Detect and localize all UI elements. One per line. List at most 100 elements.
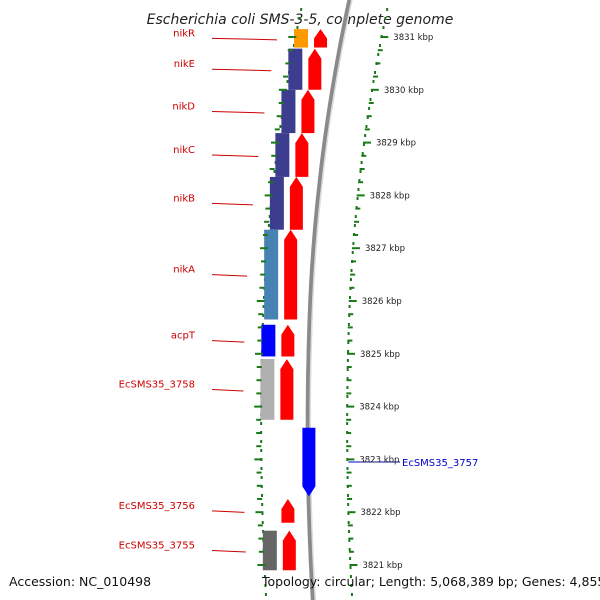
tick-minor-outer [364,128,370,131]
cog-block-nike [288,48,303,90]
gene-label: EcSMS35_3758 [119,379,195,390]
tick-minor-inner [287,49,293,52]
ring-outer-dotted [355,206,358,209]
ring-outer-dotted [347,332,350,335]
ring-outer-dotted [374,71,377,74]
tick-minor-outer [348,537,354,540]
tick-minor-inner [269,168,275,170]
ring-inner-dotted [260,422,263,425]
tick-mark-inner [264,194,273,197]
tick-mark-outer [380,36,389,38]
ring-outer-dotted [351,251,354,254]
ring-outer-dotted [382,26,385,29]
ring-outer-dotted [358,179,361,182]
gene-label: nikD [172,101,195,112]
tick-minor-outer [373,75,379,78]
cog-block-nikd [281,89,296,134]
tick-label: 3823 kbp [359,455,399,465]
tick-minor-inner [256,366,262,368]
ring-outer-dotted [349,557,352,560]
ring-outer-dotted [346,413,349,416]
ring-inner-dotted [260,476,263,479]
ring-inner-dotted [268,215,271,218]
ring-outer-dotted [346,395,349,398]
tick-minor-inner [256,418,262,421]
tick-minor-inner [256,379,262,382]
ring-inner-dotted [262,305,265,308]
tick-mark-outer [347,352,356,355]
ring-inner-dotted [264,584,267,587]
label-leader-line [211,68,272,72]
ring-outer-dotted [369,98,372,101]
tick-mark-inner [256,300,265,302]
tick-minor-outer [366,115,372,118]
ring-inner-dotted [292,44,295,47]
gene-arrow-ecsms35-3755 [282,530,296,571]
tick-minor-inner [285,62,291,65]
ring-inner-dotted [273,170,276,173]
ring-outer-dotted [372,80,375,83]
tick-minor-outer [368,102,374,104]
tick-minor-outer [346,392,352,395]
tick-minor-outer [354,220,360,223]
gene-label: EcSMS35_3757 [402,458,478,469]
ring-outer-dotted [364,134,367,137]
tick-mark-inner [259,247,268,250]
tick-mark-outer [349,564,358,566]
ring-outer-dotted [346,467,349,470]
cog-block-nikr [294,29,309,48]
tick-minor-inner [283,75,289,78]
gene-arrow-nikb [289,176,303,230]
gene-feature-layer [280,29,328,571]
gene-label: nikE [174,59,195,70]
ring-outer-dotted [347,521,350,524]
ring-inner-dotted [260,494,263,497]
tick-minor-inner [256,392,262,395]
ring-inner-dotted [279,125,282,128]
tick-minor-inner [265,207,271,210]
tick-minor-inner [261,260,267,263]
tick-mark-inner [254,458,263,461]
tick-label: 3828 kbp [370,191,410,201]
ring-inner-dotted [267,224,270,227]
label-leader-line [211,549,246,553]
ring-outer-dotted [368,107,371,110]
label-leader-line [211,340,245,343]
tick-minor-inner [257,498,263,500]
tick-label: 3822 kbp [360,508,400,518]
gene-label-layer: nikR nikE nikD nikC nikB nikA acpT EcSMS35_3758… [119,28,478,553]
ring-outer-dotted [360,161,363,164]
backbone-line [305,0,353,600]
ring-outer-dotted [346,404,349,407]
ring-outer-dotted [386,8,389,11]
cog-block-nika [264,229,279,320]
tick-minor-inner [268,181,274,184]
gene-label: nikC [173,145,195,156]
gene-label: EcSMS35_3755 [119,540,195,551]
gene-arrow-ecsms35-3757 [302,427,316,497]
tick-minor-outer [352,234,358,236]
ring-outer-dotted [348,305,351,308]
tick-minor-outer [355,207,361,210]
accession-text: Accession: NC_010498 [9,574,152,589]
gene-arrow-nikc [295,133,309,177]
tick-mark-outer [362,141,371,144]
tick-minor-inner [259,286,265,289]
tick-mark-inner [254,405,263,408]
gene-label: nikA [173,265,195,276]
tick-minor-outer [350,273,356,276]
gene-label: EcSMS35_3756 [119,501,195,512]
ring-inner-dotted [260,449,263,452]
tick-minor-outer [348,313,354,316]
gene-arrow-nikr [314,29,328,48]
tick-minor-inner [257,339,263,342]
tick-minor-outer [347,326,353,329]
ring-inner-dotted [261,512,264,515]
cog-block-ecsms35-3755 [262,530,277,571]
tick-mark-inner [255,511,264,514]
ring-inner-dotted [263,575,266,578]
tick-minor-outer [347,339,353,342]
ring-outer-dotted [354,215,357,218]
tick-label: 3830 kbp [384,86,424,96]
ring-inner-dotted [260,467,263,470]
